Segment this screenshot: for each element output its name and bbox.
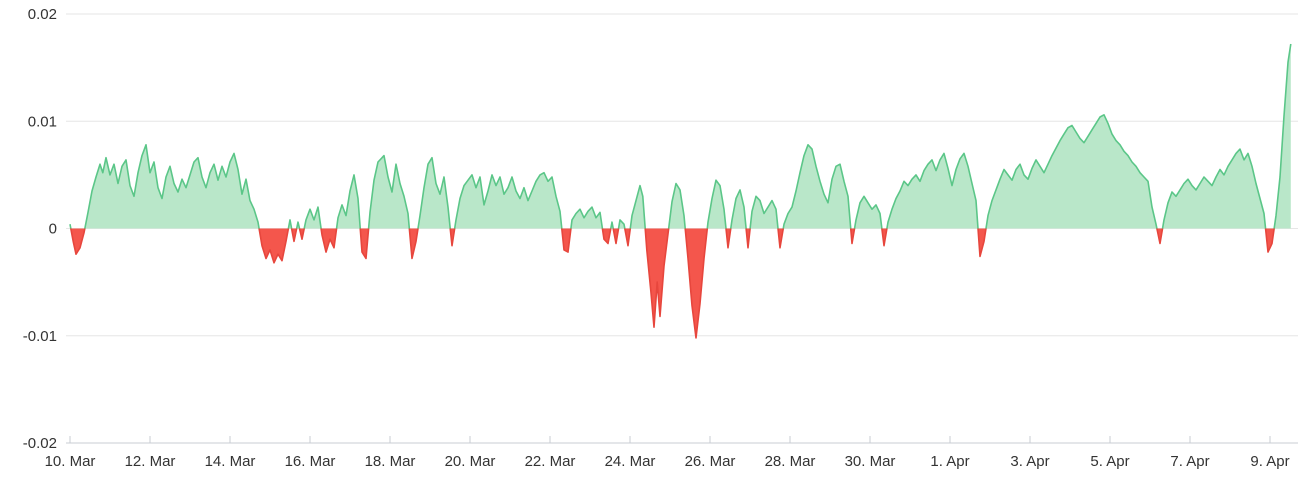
x-axis-label: 1. Apr (930, 453, 969, 470)
x-axis-label: 12. Mar (125, 453, 176, 470)
series-line-negative (69, 228, 1275, 339)
x-axis-label: 16. Mar (285, 453, 336, 470)
x-axis-label: 20. Mar (445, 453, 496, 470)
series-area-positive (70, 44, 1291, 229)
y-axis-label: 0.02 (28, 6, 57, 23)
x-axis-label: 14. Mar (205, 453, 256, 470)
y-axis-label: -0.01 (23, 328, 57, 345)
x-axis-label: 3. Apr (1010, 453, 1049, 470)
x-axis-label: 28. Mar (765, 453, 816, 470)
x-axis-label: 22. Mar (525, 453, 576, 470)
x-axis-label: 9. Apr (1250, 453, 1289, 470)
y-axis-label: -0.02 (23, 435, 57, 452)
y-axis-label: 0 (49, 221, 57, 238)
x-axis-label: 5. Apr (1090, 453, 1129, 470)
x-axis-label: 26. Mar (685, 453, 736, 470)
x-axis-label: 30. Mar (845, 453, 896, 470)
x-axis-label: 10. Mar (45, 453, 96, 470)
y-axis-label: 0.01 (28, 113, 57, 130)
x-axis-label: 18. Mar (365, 453, 416, 470)
series-line-positive (69, 43, 1292, 229)
x-axis-label: 7. Apr (1170, 453, 1209, 470)
x-axis-label: 24. Mar (605, 453, 656, 470)
